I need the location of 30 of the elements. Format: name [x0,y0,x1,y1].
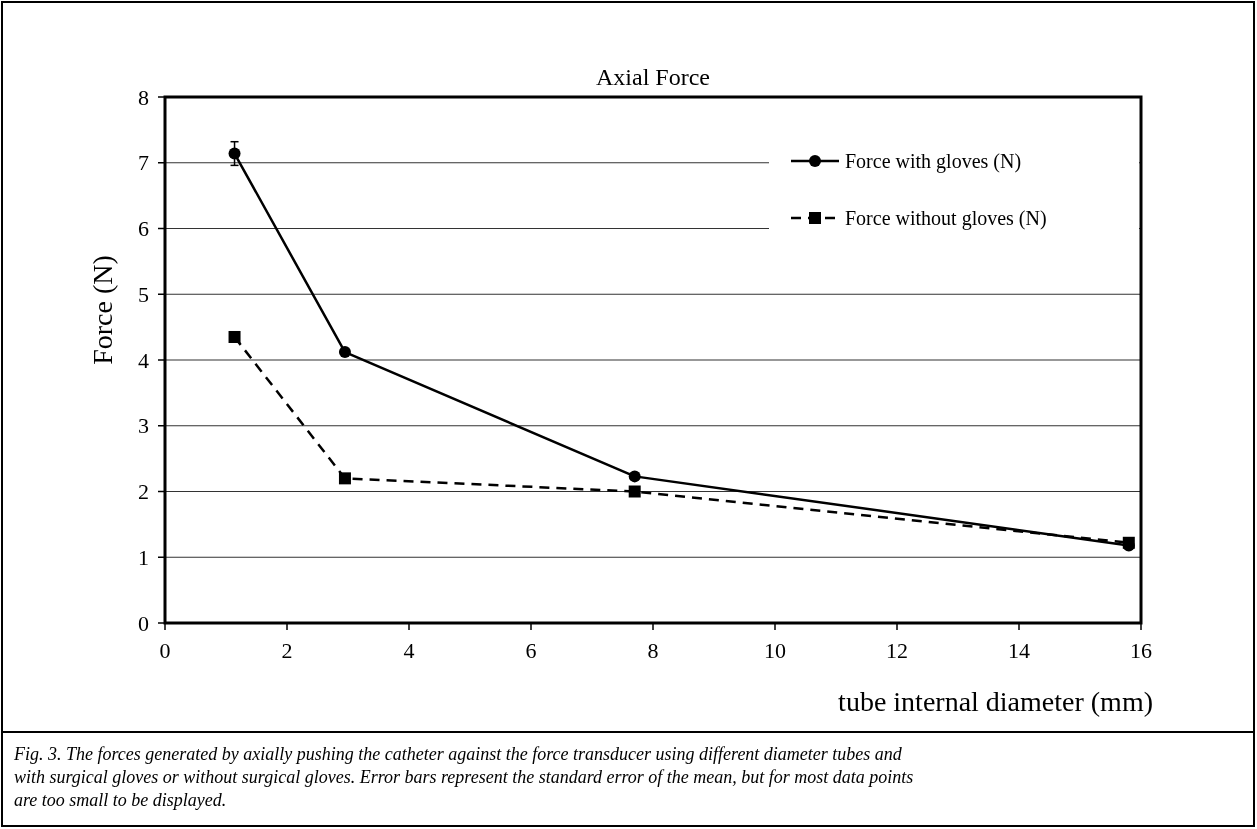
chart-title: Axial Force [596,64,710,90]
y-tick-label: 6 [138,216,149,242]
x-tick-label: 12 [886,638,908,663]
x-tick-label: 16 [1130,638,1152,663]
x-tick-label: 4 [403,638,415,663]
y-tick-label: 3 [138,413,149,439]
legend-label: Force with gloves (N) [845,150,1022,173]
caption: Fig. 3. The forces generated by axially pushing the catheter against the force transducer using different diameter tubes and with surgical gloves or without surgical gloves. Error bars represent the standard error of the mean, but for most data points are too small to be displayed. [13,744,914,810]
point [628,485,641,498]
y-tick-label: 1 [138,544,149,570]
y-tick-label: 4 [138,347,149,373]
y-tick-label: 2 [138,479,149,505]
point [628,470,641,483]
y-tick-label: 7 [138,150,149,176]
x-axis-title: tube internal diameter (mm) [838,686,1153,717]
x-tick-label: 10 [764,638,786,663]
y-tick-label: 0 [138,610,149,636]
y-tick-label: 5 [138,281,149,307]
x-tick-label: 6 [525,638,537,663]
point [228,330,241,343]
point [228,147,241,160]
y-axis-title: Force (N) [87,255,118,365]
x-tick-label: 2 [281,638,293,663]
y-tick-label: 8 [138,84,149,110]
x-tick-label: 14 [1008,638,1030,663]
x-tick-label: 0 [159,638,171,663]
point [338,346,351,359]
point [338,472,351,485]
legend-label: Force without gloves (N) [845,207,1047,230]
x-tick-label: 8 [647,638,659,663]
